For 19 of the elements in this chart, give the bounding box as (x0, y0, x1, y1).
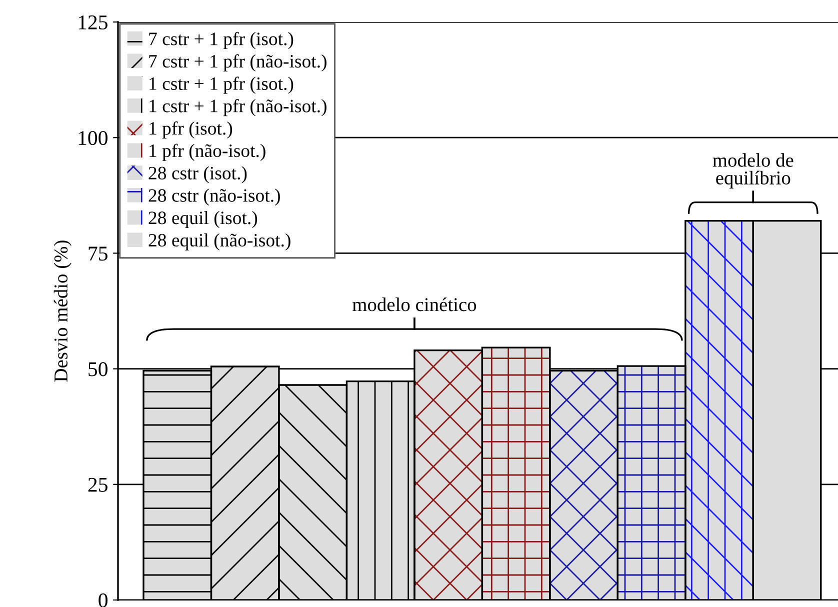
y-tick-label: 25 (88, 478, 108, 492)
y-axis-title: Desvio médio (%) (54, 240, 72, 382)
y-tick-label: 125 (78, 15, 108, 30)
legend-label: 28 cstr (isot.) (148, 166, 247, 184)
y-tick-label: 50 (88, 362, 108, 376)
y-tick-label: 75 (88, 246, 108, 261)
legend-label: 1 cstr + 1 pfr (não-isot.) (150, 98, 326, 116)
legend-label: 1 pfr (isot.) (150, 121, 232, 139)
legend-label: 28 equil (isot.) (148, 210, 258, 228)
annotation: modelo de equilíbrio (712, 153, 794, 188)
legend-label: 1 pfr (não-isot.) (150, 144, 266, 161)
y-tick-label: 100 (78, 130, 108, 146)
legend-label: 7 cstr + 1 pfr (isot.) (149, 32, 294, 50)
y-tick-label: 0 (98, 593, 108, 607)
legend-label: 28 cstr (não-isot.) (148, 188, 280, 206)
legend-label: 7 cstr + 1 pfr (não-isot.) (149, 54, 326, 72)
legend-label: 28 equil (não-isot.) (148, 233, 290, 250)
legend-label: 1 cstr + 1 pfr (isot.) (150, 76, 294, 94)
annotation: modelo cinético (352, 298, 476, 312)
